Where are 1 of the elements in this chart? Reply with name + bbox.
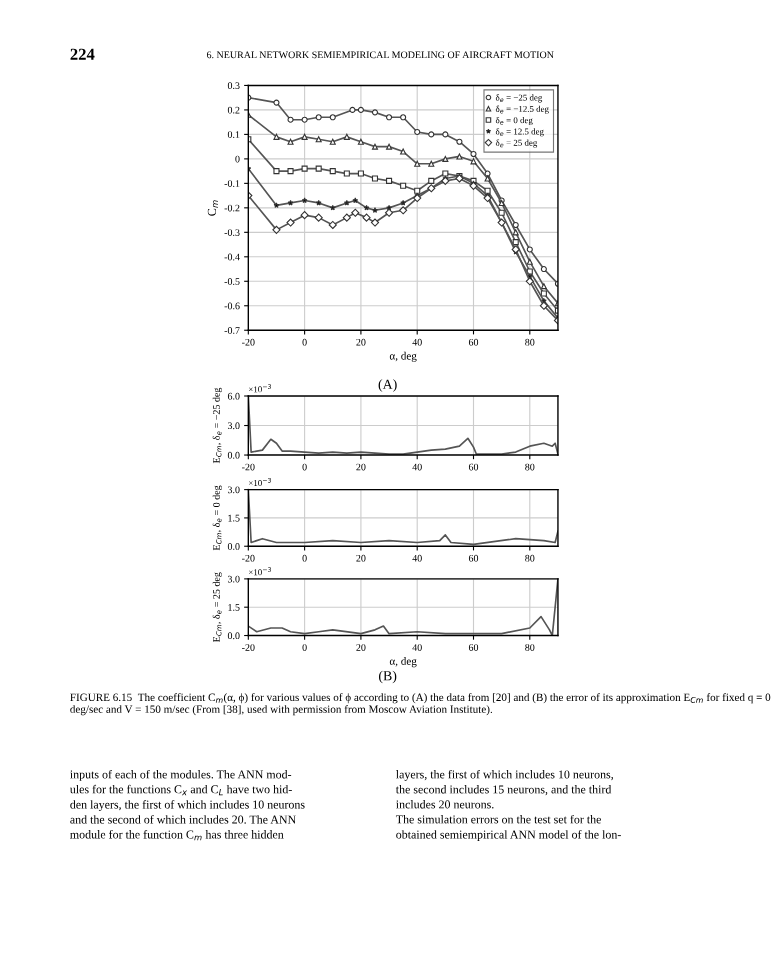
text: 224 xyxy=(70,48,95,60)
